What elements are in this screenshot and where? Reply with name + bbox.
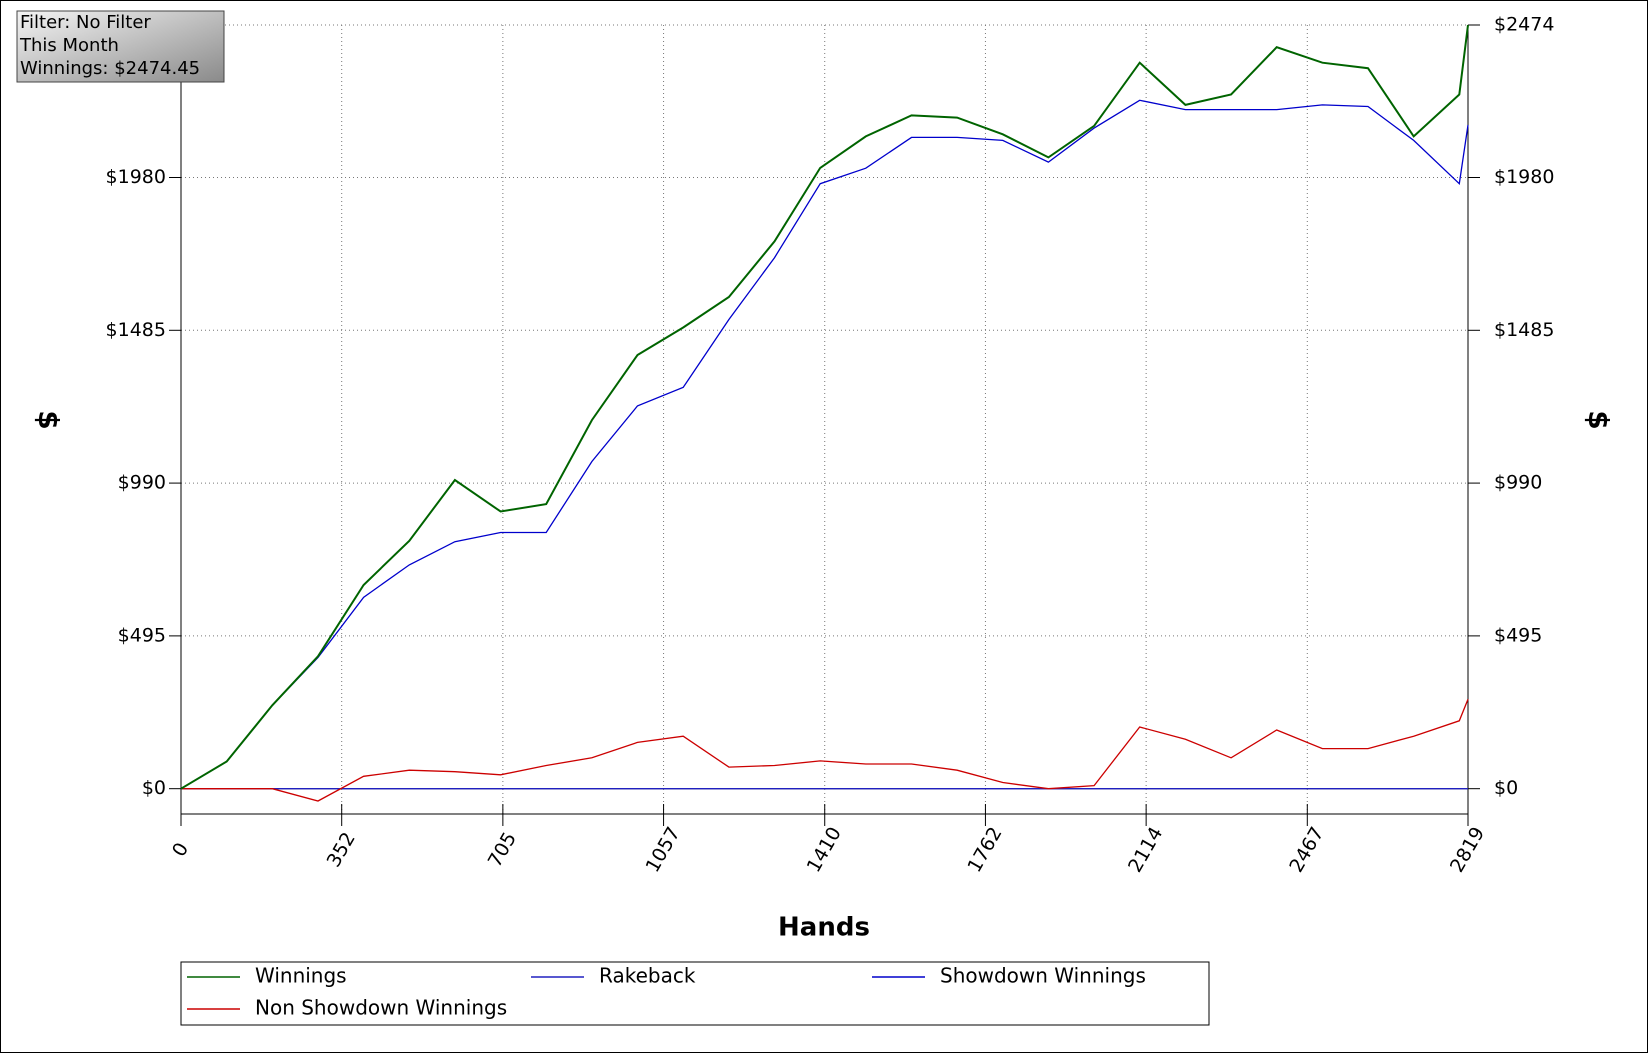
x-tick-label: 2819 (1446, 823, 1489, 876)
series-line (180, 99, 1469, 790)
filter-text: Winnings: $2474.45 (20, 58, 200, 79)
y2-tick-label: $1980 (1494, 166, 1554, 188)
x-tick-label: 352 (323, 829, 360, 871)
y-tick-label: $495 (118, 624, 166, 646)
filter-text: This Month (19, 35, 119, 56)
y2-tick-label: $1485 (1494, 319, 1554, 341)
legend-label: Winnings (255, 964, 347, 988)
y-tick-label: $990 (118, 472, 166, 494)
y-tick-label: $0 (142, 777, 166, 799)
x-tick-label: 1410 (803, 823, 846, 876)
x-tick-label: 1762 (963, 823, 1006, 876)
y2-tick-label: $495 (1494, 624, 1542, 646)
legend-label: Rakeback (599, 964, 696, 988)
y2-tick-label: $990 (1494, 472, 1542, 494)
filter-text: Filter: No Filter (20, 12, 151, 33)
legend-label: Showdown Winnings (940, 964, 1146, 988)
y2-tick-label: $2474 (1494, 14, 1554, 36)
series-line (181, 698, 1469, 802)
y-axis-label: $ (32, 410, 65, 429)
filter-box (16, 10, 225, 83)
x-tick-label: 2467 (1285, 823, 1328, 876)
x-axis-label: Hands (778, 913, 870, 943)
legend-label: Non Showdown Winnings (255, 996, 507, 1020)
y-tick-label: $1485 (106, 319, 166, 341)
x-tick-label: 705 (484, 829, 521, 871)
y2-tick-label: $0 (1494, 777, 1518, 799)
y2-axis-label: $ (1582, 410, 1615, 429)
y-tick-label: $1980 (106, 166, 166, 188)
legend-box (180, 961, 1210, 1026)
x-tick-label: 1057 (642, 823, 685, 876)
x-tick-label: 2114 (1124, 823, 1167, 876)
x-tick-label: 0 (168, 839, 193, 860)
series-line (180, 24, 1469, 790)
